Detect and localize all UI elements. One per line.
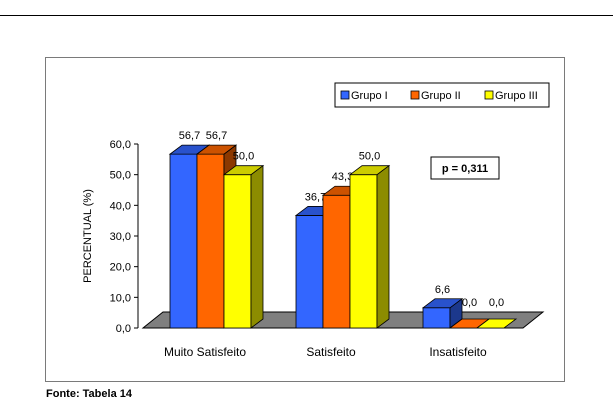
bar-top [222,165,265,176]
bar-front [169,153,198,329]
bar-side [376,164,390,329]
bar-front [322,194,351,329]
data-label: 0,0 [462,297,477,309]
y-axis-title: PERCENTUAL (%) [82,189,94,283]
bar-top [348,165,391,176]
bar-front [422,307,451,329]
y-tick-label: 30,0 [110,231,131,243]
annotation-box [430,156,500,180]
legend-box [334,82,550,108]
data-label: 50,0 [359,151,380,163]
data-label: 56,7 [179,130,200,142]
bar-front [295,215,324,329]
bar-side [250,164,264,329]
top-rule [0,15,613,16]
data-label: 43,3 [332,171,353,183]
y-tick-label: 0,0 [116,323,131,335]
legend-swatch [340,90,350,100]
bar-flat [475,318,518,329]
x-tick-label: Insatisfeito [429,345,487,359]
y-tick-label: 50,0 [110,170,131,182]
bar-front [196,153,225,329]
bar-top [421,298,464,309]
p-value-annotation: p = 0,311 [442,163,488,175]
y-tick-label: 60,0 [110,139,131,151]
legend-swatch [410,90,420,100]
bar-front [349,174,378,329]
data-label: 0,0 [489,297,504,309]
data-label: 6,6 [435,284,450,296]
y-tick-label: 20,0 [110,262,131,274]
y-tick-label: 10,0 [110,292,131,304]
legend-label: Grupo I [351,90,388,102]
data-label: 56,7 [206,130,227,142]
source-note: Fonte: Tabela 14 [46,388,132,400]
x-tick-label: Muito Satisfeito [164,345,246,359]
x-tick-label: Satisfeito [306,345,356,359]
bar-front [223,174,252,329]
data-label: 50,0 [233,151,254,163]
legend-label: Grupo II [421,90,461,102]
legend-label: Grupo III [495,90,538,102]
legend-swatch [484,90,494,100]
y-tick-label: 40,0 [110,200,131,212]
data-label: 36,7 [305,191,326,203]
bar-top [195,144,238,155]
